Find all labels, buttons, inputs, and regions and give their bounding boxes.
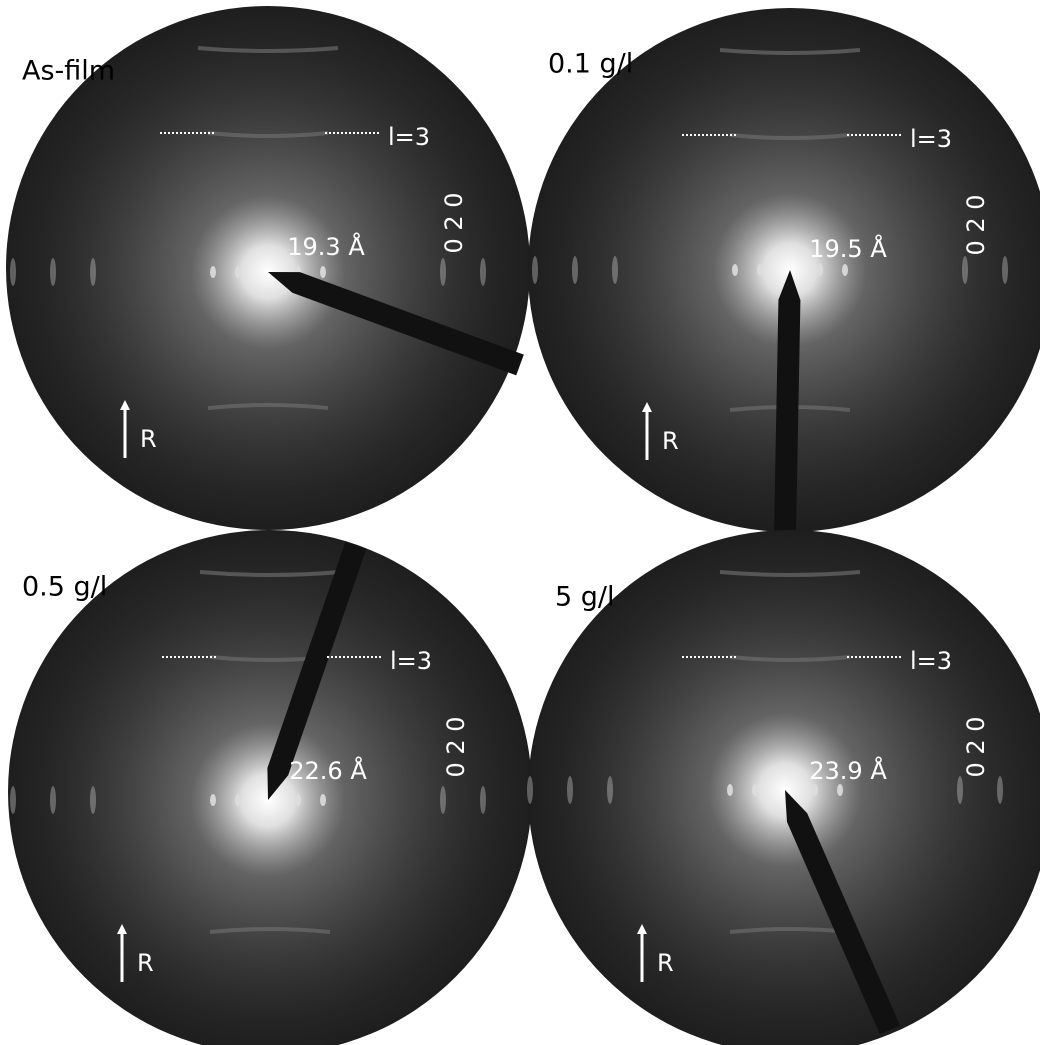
layer-label: l=3 xyxy=(910,647,952,675)
reflection-spot xyxy=(752,784,758,796)
diffraction-panel: l=3 0 2 0 22.6 Å R 0.5 g/l xyxy=(8,530,532,1045)
spacing-label: 22.6 Å xyxy=(289,756,367,785)
direction-label: R xyxy=(657,949,674,977)
spacing-label: 19.5 Å xyxy=(809,234,887,263)
direction-label: R xyxy=(137,949,154,977)
reflection-spot xyxy=(727,784,733,796)
reflection-spot xyxy=(90,258,96,286)
reflection-spot xyxy=(527,776,533,804)
reflection-spot xyxy=(90,786,96,814)
panel-label: 0.1 g/l xyxy=(548,49,633,80)
reflection-spot xyxy=(440,786,446,814)
panel-label: 0.5 g/l xyxy=(22,572,107,603)
layer-label: l=3 xyxy=(390,647,432,675)
diffraction-panel: l=3 0 2 0 19.5 Å R 0.1 g/l xyxy=(528,8,1040,535)
reflection-spot xyxy=(757,264,763,276)
reflection-label: 0 2 0 xyxy=(962,194,990,255)
reflection-label: 0 2 0 xyxy=(962,716,990,777)
panel-label: As-film xyxy=(22,56,115,87)
reflection-spot xyxy=(235,266,241,278)
reflection-spot xyxy=(210,794,216,806)
reflection-spot xyxy=(50,258,56,286)
reflection-spot xyxy=(532,256,538,284)
reflection-spot xyxy=(837,784,843,796)
reflection-spot xyxy=(607,776,613,804)
diffraction-panel: l=3 0 2 0 23.9 Å R 5 g/l xyxy=(527,530,1040,1045)
reflection-spot xyxy=(235,794,241,806)
layer-label: l=3 xyxy=(910,125,952,153)
reflection-spot xyxy=(480,786,486,814)
reflection-spot xyxy=(812,784,818,796)
figure: l=3 0 2 0 19.3 Å R As-film l=3 0 2 0 19.5 Å R 0.1… xyxy=(0,0,1040,1045)
reflection-spot xyxy=(817,264,823,276)
reflection-spot xyxy=(997,776,1003,804)
reflection-spot xyxy=(1002,256,1008,284)
reflection-spot xyxy=(50,786,56,814)
direction-label: R xyxy=(662,427,679,455)
reflection-spot xyxy=(567,776,573,804)
direction-label: R xyxy=(140,425,157,453)
reflection-spot xyxy=(210,266,216,278)
reflection-spot xyxy=(480,258,486,286)
panel-label: 5 g/l xyxy=(555,582,615,613)
reflection-spot xyxy=(10,258,16,286)
reflection-spot xyxy=(295,794,301,806)
diffraction-panel: l=3 0 2 0 19.3 Å R As-film xyxy=(6,6,530,530)
reflection-spot xyxy=(612,256,618,284)
reflection-spot xyxy=(320,266,326,278)
spacing-label: 19.3 Å xyxy=(287,232,365,261)
reflection-spot xyxy=(732,264,738,276)
reflection-spot xyxy=(10,786,16,814)
reflection-label: 0 2 0 xyxy=(440,192,468,253)
reflection-spot xyxy=(962,256,968,284)
reflection-spot xyxy=(572,256,578,284)
reflection-label: 0 2 0 xyxy=(442,716,470,777)
reflection-spot xyxy=(440,258,446,286)
reflection-spot xyxy=(320,794,326,806)
reflection-spot xyxy=(957,776,963,804)
spacing-label: 23.9 Å xyxy=(809,756,887,785)
reflection-spot xyxy=(842,264,848,276)
layer-label: l=3 xyxy=(388,123,430,151)
